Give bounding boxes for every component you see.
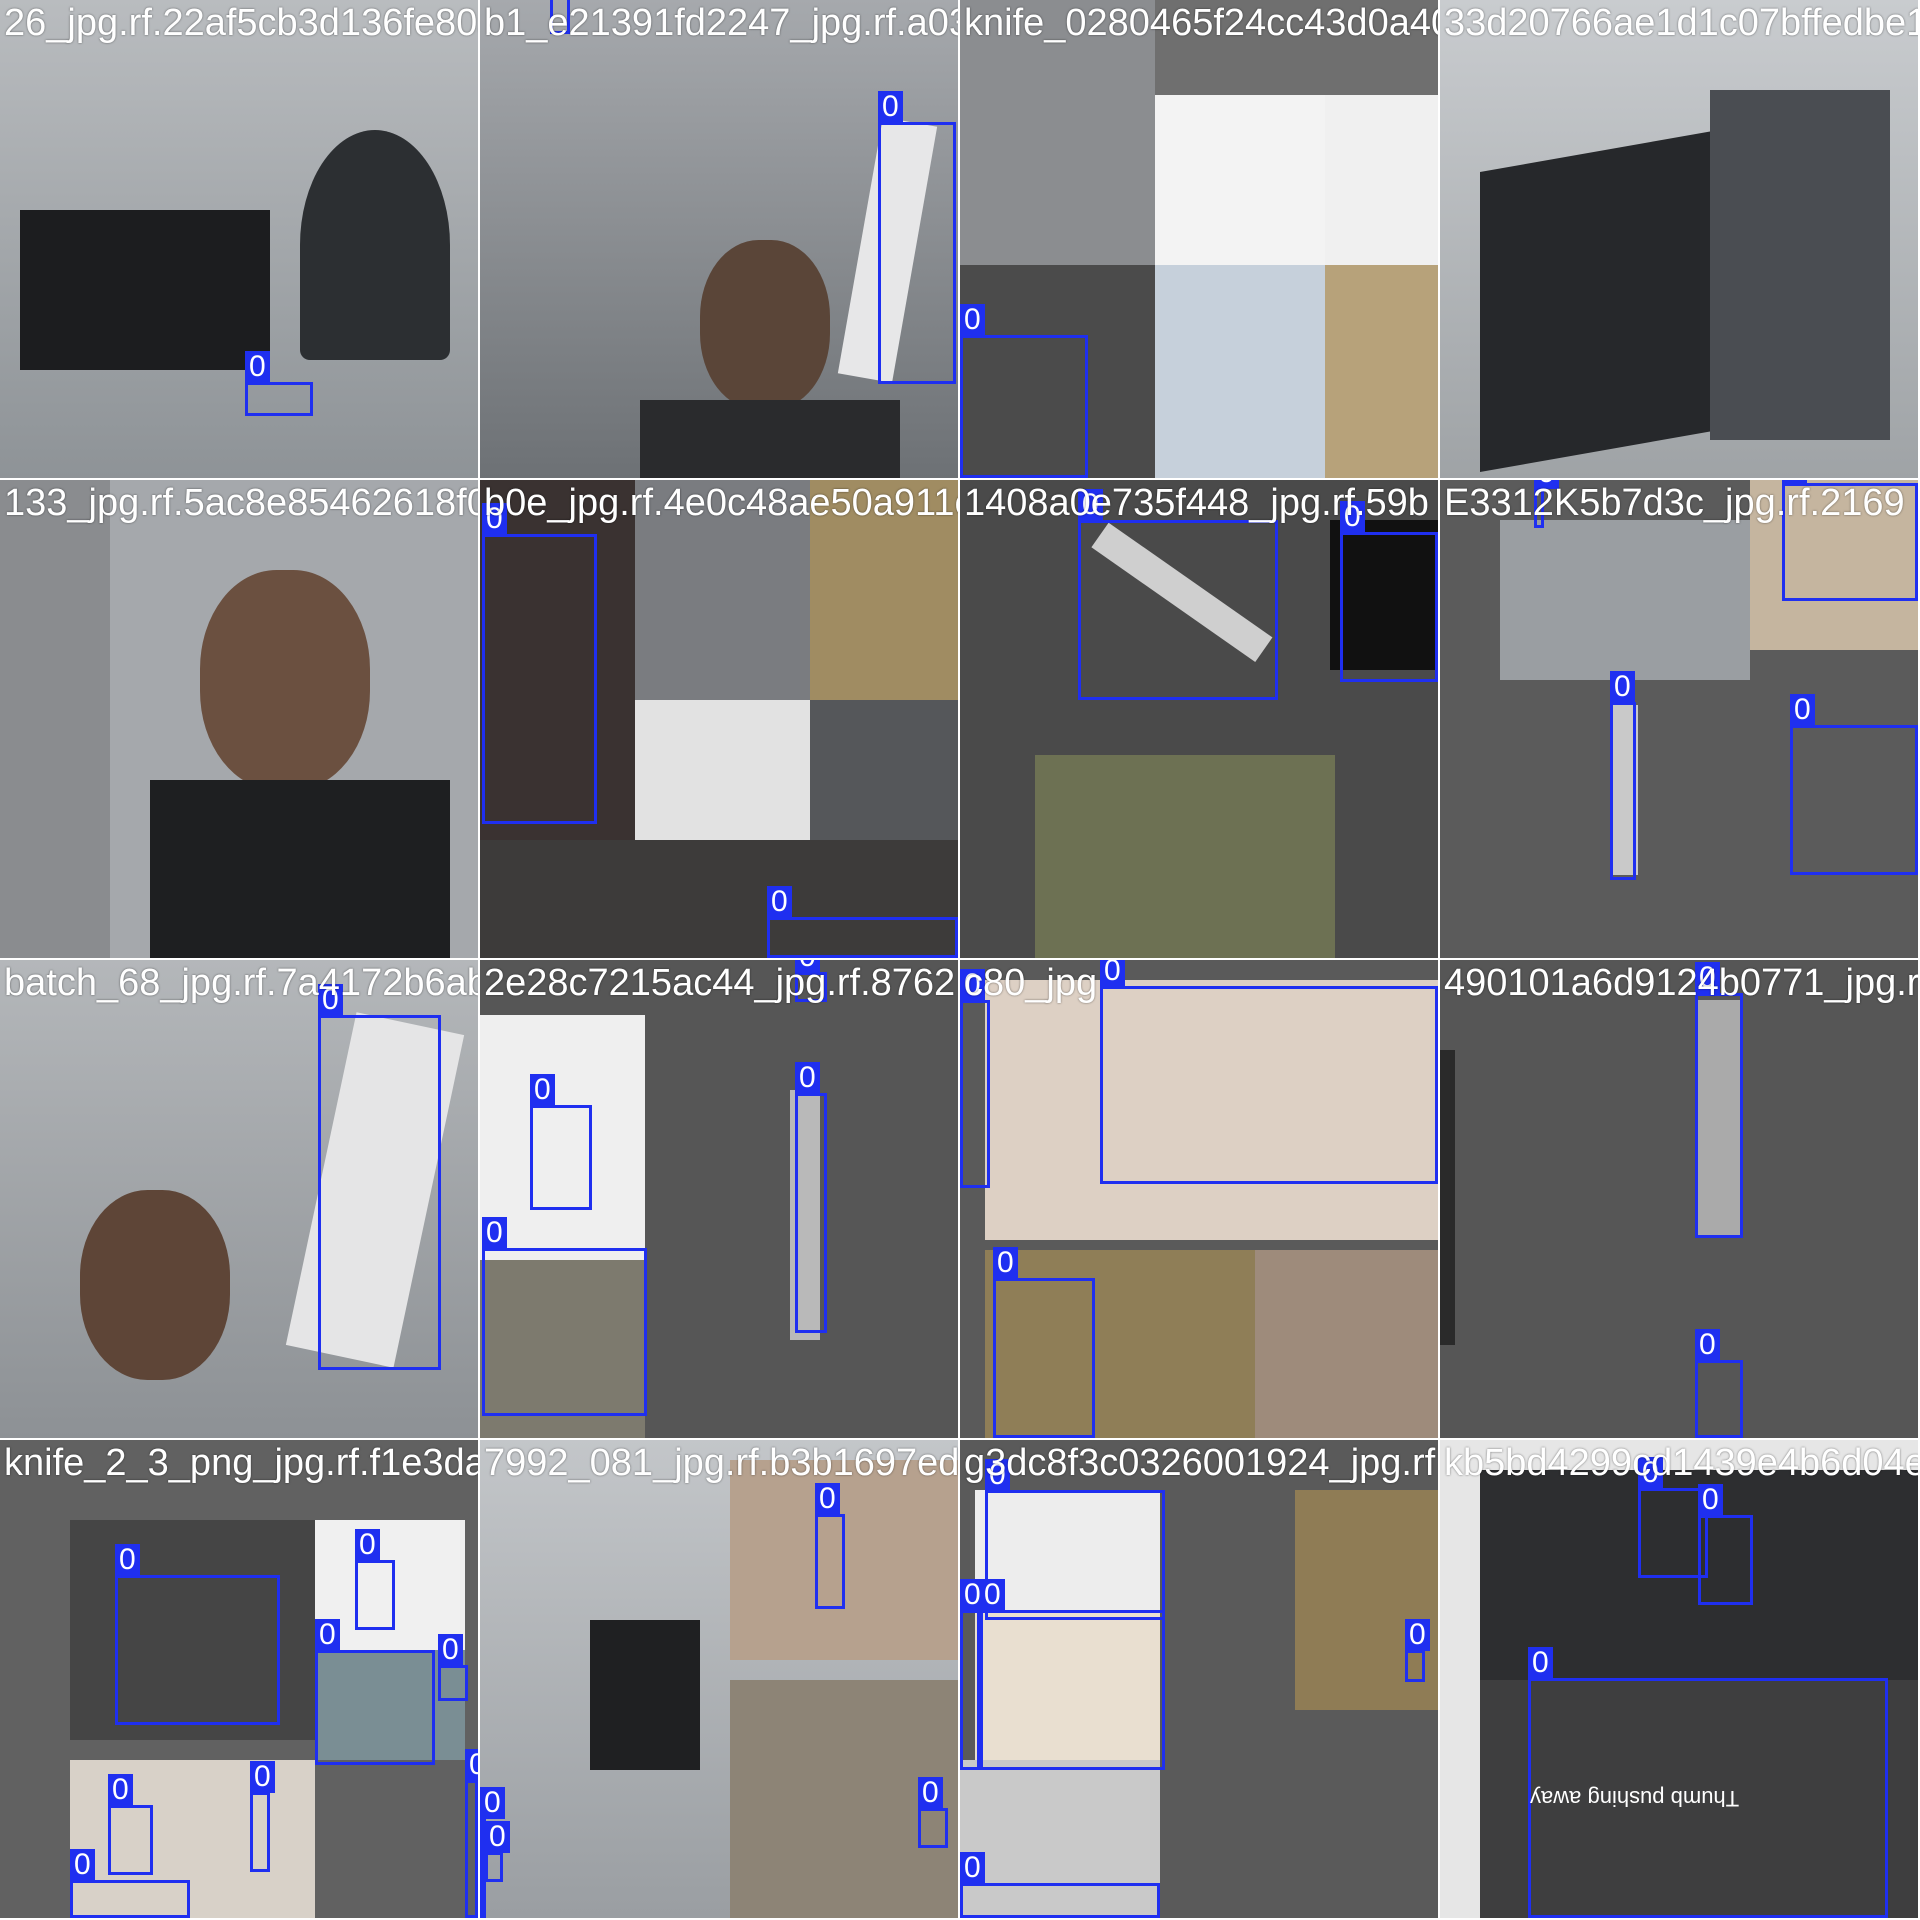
- tile-filename: c80_jpg: [964, 962, 1098, 1004]
- tile-filename: 26_jpg.rf.22af5cb3d136fe80a8b: [4, 2, 478, 44]
- tile-11: c80_jpg 0 0 0: [960, 960, 1438, 1438]
- tile-filename: batch_68_jpg.rf.7a4172b6ab: [4, 962, 478, 1004]
- tile-filename: 2e28c7215ac44_jpg.rf.8762: [484, 962, 956, 1004]
- tile-1: 26_jpg.rf.22af5cb3d136fe80a8b 0: [0, 0, 478, 478]
- detection-box: 0: [1078, 489, 1278, 700]
- detection-box: 0: [250, 1761, 275, 1872]
- detection-box: 0: [355, 1529, 395, 1630]
- detection-box: 0: [815, 1483, 845, 1609]
- detection-box: 0: [438, 1634, 468, 1701]
- detection-box: 0: [1610, 671, 1636, 880]
- tile-filename: g3dc8f3c0326001924_jpg.rf: [964, 1442, 1436, 1484]
- tile-9: batch_68_jpg.rf.7a4172b6ab 0: [0, 960, 478, 1438]
- tile-2: b1_e21391fd2247_jpg.rf.a03 0 0: [480, 0, 958, 478]
- tile-5: 133_jpg.rf.5ac8e85462618f07: [0, 480, 478, 958]
- detection-box: 0: [1695, 962, 1743, 1238]
- detection-box: 0: [767, 886, 958, 958]
- detection-box: 0: [1695, 1329, 1743, 1438]
- detection-box: 0: [918, 1777, 948, 1848]
- tile-filename: b0e_jpg.rf.4e0c48ae50a911ef: [484, 482, 958, 524]
- detection-box: 0: [482, 503, 597, 824]
- tile-6: b0e_jpg.rf.4e0c48ae50a911ef 0 0: [480, 480, 958, 958]
- detection-box: 0: [465, 1749, 478, 1918]
- detection-box: 0: [1100, 960, 1438, 1184]
- detection-box: 0: [318, 984, 441, 1370]
- tile-filename: E3312K5b7d3c_jpg.rf.2169: [1444, 482, 1905, 524]
- tile-filename: b1_e21391fd2247_jpg.rf.a03: [484, 2, 958, 44]
- detection-box: 0: [1528, 1647, 1888, 1918]
- detection-box: 0: [1405, 1619, 1430, 1682]
- tile-4: 33d20766ae1d1c07bffedbe164: [1440, 0, 1918, 478]
- detection-box: 0: [482, 1217, 647, 1416]
- tile-filename: knife_0280465f24cc43d0a40: [964, 2, 1438, 44]
- detection-box: 0: [1340, 501, 1438, 682]
- tile-16: Thumb pushing away kb5bd4299cd1439e4b6d0…: [1440, 1440, 1918, 1918]
- thumb-caption: Thumb pushing away: [1530, 1786, 1740, 1811]
- detection-box: 0: [795, 1062, 827, 1333]
- tile-filename: 133_jpg.rf.5ac8e85462618f07: [4, 482, 478, 524]
- detection-box: 0: [108, 1774, 153, 1875]
- tile-14: 7992_081_jpg.rf.b3b1697ede 0 0 0 0: [480, 1440, 958, 1918]
- detection-box: 0: [1790, 694, 1918, 875]
- tile-15: g3dc8f3c0326001924_jpg.rf 0 0 0 0 0: [960, 1440, 1438, 1918]
- detection-box: 0: [993, 1247, 1095, 1438]
- tile-10: 2e28c7215ac44_jpg.rf.8762 0 0 0 0: [480, 960, 958, 1438]
- detection-box: 0: [795, 960, 827, 1002]
- tile-filename: 7992_081_jpg.rf.b3b1697ede: [484, 1442, 958, 1484]
- detection-box: 0: [985, 1459, 1165, 1620]
- tile-filename: 33d20766ae1d1c07bffedbe164: [1444, 2, 1918, 44]
- detection-box: 0: [1698, 1484, 1753, 1605]
- tile-filename: knife_2_3_png_jpg.rf.f1e3da: [4, 1442, 478, 1484]
- detection-box: 0: [1782, 480, 1918, 601]
- tile-7: 1408a0e735f448_jpg.rf.59b 0 0: [960, 480, 1438, 958]
- tile-filename: 490101a6d9124b0771_jpg.rf.592f63de: [1444, 962, 1918, 1004]
- detection-box: 0: [960, 1579, 985, 1770]
- detection-box: 0: [480, 1787, 505, 1918]
- detection-box: 0: [960, 1852, 1160, 1918]
- tile-8: E3312K5b7d3c_jpg.rf.2169 0 0 0 0: [1440, 480, 1918, 958]
- tile-13: knife_2_3_png_jpg.rf.f1e3da 0 0 0 0 0 0 …: [0, 1440, 478, 1918]
- detection-box: 0: [1638, 1457, 1708, 1578]
- detection-box: 0: [245, 351, 313, 416]
- detection-box: 0: [1534, 480, 1559, 528]
- detection-box: 0: [485, 1821, 510, 1882]
- tile-filename: 1408a0e735f448_jpg.rf.59b: [964, 482, 1429, 524]
- detection-box: 0: [550, 0, 570, 34]
- detection-box: 0: [960, 969, 990, 1188]
- tile-filename: kb5bd4299cd1439e4b6d04e: [1444, 1442, 1918, 1484]
- detection-box: 0: [70, 1849, 190, 1918]
- detection-box: 0: [530, 1074, 592, 1210]
- tile-12: 490101a6d9124b0771_jpg.rf.592f63de 0 0: [1440, 960, 1918, 1438]
- detection-box: 0: [878, 91, 956, 384]
- tile-3: knife_0280465f24cc43d0a40 0: [960, 0, 1438, 478]
- detection-box: 0: [115, 1544, 280, 1725]
- detection-box: 0: [960, 304, 1088, 478]
- detection-box: 0: [315, 1619, 435, 1765]
- detection-box: 0: [980, 1579, 1165, 1770]
